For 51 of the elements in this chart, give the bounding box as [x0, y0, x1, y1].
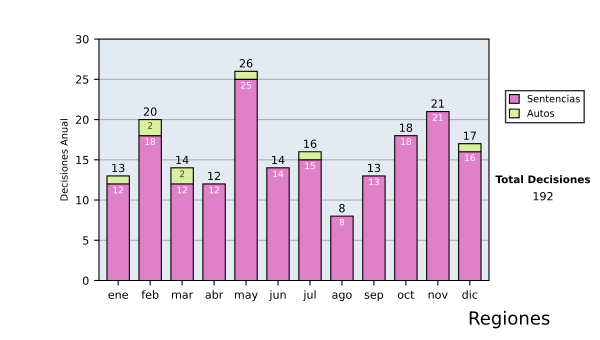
total-label: 17	[464, 132, 476, 140]
total-label: 13	[112, 164, 124, 172]
x-tick-label: ene	[108, 292, 128, 299]
data-label: 18	[401, 138, 412, 146]
total-label: 14	[272, 156, 284, 164]
x-tick-label: jun	[269, 290, 286, 301]
total-label: 18	[400, 123, 412, 132]
data-label: 25	[240, 82, 252, 89]
x-tick-label: jul	[303, 290, 316, 301]
y-tick-label: 25	[76, 75, 88, 84]
total-label: 20	[144, 107, 156, 116]
x-tick-label: dic	[462, 290, 478, 299]
data-label: 21	[432, 114, 443, 121]
data-label: 12	[177, 186, 187, 194]
total-label: 8	[339, 204, 345, 212]
y-tick-label: 0	[82, 276, 89, 285]
y-tick-label: 10	[76, 196, 89, 204]
x-tick-label: mar	[172, 292, 194, 299]
data-label: 14	[273, 170, 284, 178]
data-label: 15	[305, 162, 315, 170]
y-tick-label: 5	[83, 236, 88, 245]
data-label: 8	[340, 218, 344, 226]
text: Total Decisiones	[495, 175, 590, 184]
total-label: 13	[368, 164, 380, 172]
data-label: 12	[209, 186, 219, 194]
data-label: 2	[148, 122, 152, 129]
total-label: 21	[432, 99, 444, 108]
text: 192	[534, 192, 552, 200]
y-tick-label: 30	[76, 35, 89, 44]
legend-label: Sentencias	[528, 94, 580, 102]
data-label: 13	[369, 178, 379, 186]
total-label: 16	[304, 140, 316, 148]
x-tick-label: sep	[364, 292, 384, 301]
x-tick-label: ago	[332, 292, 352, 301]
x-tick-label: oct	[398, 290, 414, 299]
x-tick-label: abr	[206, 290, 224, 299]
x-tick-label: nov	[428, 292, 448, 299]
total-label: 26	[240, 59, 252, 68]
x-tick-label: may	[234, 292, 258, 301]
text: Regiones	[470, 310, 550, 328]
data-label: 16	[465, 154, 475, 162]
total-label: 12	[208, 172, 220, 180]
x-tick-label: feb	[142, 290, 158, 299]
y-axis-title: Decisiones Anual	[60, 119, 68, 200]
total-label: 14	[176, 156, 189, 164]
legend-label: Autos	[527, 110, 554, 117]
data-label: 12	[113, 186, 124, 194]
y-tick-label: 15	[76, 156, 88, 164]
y-tick-label: 20	[76, 116, 89, 124]
data-label: 2	[180, 170, 184, 178]
data-label: 18	[145, 138, 156, 146]
